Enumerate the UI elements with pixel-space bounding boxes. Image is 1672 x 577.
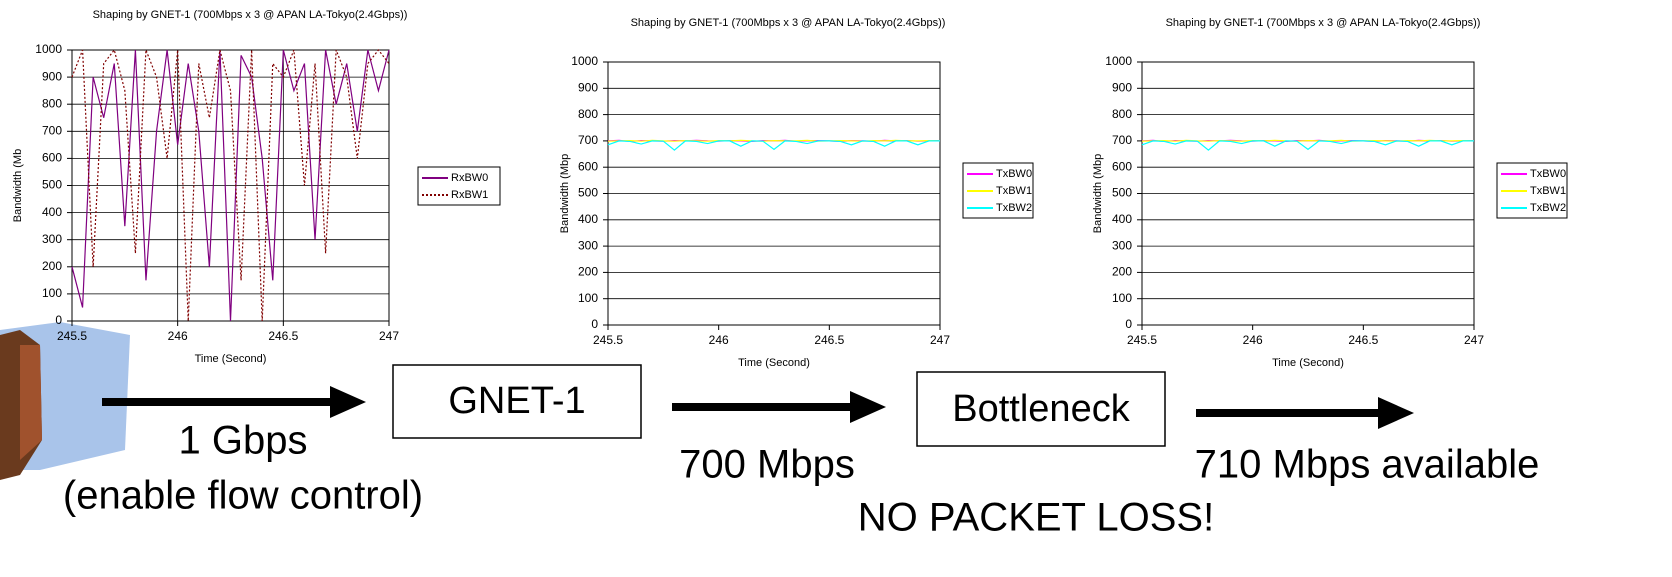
y-tick-label: 900 [1112, 80, 1132, 94]
x-tick-label: 246.5 [1348, 333, 1378, 347]
y-axis-label: Bandwidth (Mb [12, 149, 24, 222]
y-axis-label: Bandwidth (Mbp [1092, 154, 1104, 234]
node-label: Bottleneck [952, 388, 1130, 430]
y-tick-label: 100 [578, 291, 598, 305]
y-tick-label: 300 [42, 232, 62, 246]
arrow-head [330, 386, 366, 418]
x-tick-label: 246.5 [814, 333, 844, 347]
legend-label: TxBW2 [996, 202, 1032, 214]
y-tick-label: 400 [578, 212, 598, 226]
y-tick-label: 700 [42, 123, 62, 137]
y-tick-label: 600 [42, 151, 62, 165]
link-note: 1 Gbps [179, 419, 308, 463]
y-tick-label: 900 [578, 80, 598, 94]
chart: Shaping by GNET-1 (700Mbps x 3 @ APAN LA… [559, 17, 1033, 369]
y-tick-label: 800 [1112, 107, 1132, 121]
y-tick-label: 800 [42, 96, 62, 110]
x-tick-label: 245.5 [593, 333, 623, 347]
arrow-head [850, 391, 886, 423]
y-tick-label: 100 [42, 286, 62, 300]
y-tick-label: 200 [1112, 265, 1132, 279]
y-tick-label: 500 [42, 178, 62, 192]
x-tick-label: 247 [1464, 333, 1484, 347]
y-tick-label: 400 [1112, 212, 1132, 226]
x-tick-label: 245.5 [1127, 333, 1157, 347]
x-tick-label: 246 [168, 329, 188, 343]
y-tick-label: 0 [55, 313, 62, 327]
legend-label: RxBW0 [451, 172, 488, 184]
node-label: GNET-1 [448, 380, 585, 422]
y-tick-label: 700 [578, 133, 598, 147]
chart: Shaping by GNET-1 (700Mbps x 3 @ APAN LA… [12, 9, 500, 365]
slide: GNET-1 Bottleneck 1 Gbps (enable flow co… [0, 0, 1672, 577]
arrow-head [1378, 397, 1414, 429]
y-tick-label: 300 [1112, 238, 1132, 252]
chart-title: Shaping by GNET-1 (700Mbps x 3 @ APAN LA… [631, 17, 946, 29]
x-axis-label: Time (Second) [738, 357, 810, 369]
y-tick-label: 400 [42, 205, 62, 219]
y-axis-label: Bandwidth (Mbp [559, 154, 571, 234]
x-axis-label: Time (Second) [1272, 357, 1344, 369]
legend-label: TxBW1 [996, 185, 1032, 197]
y-tick-label: 1000 [1105, 54, 1132, 68]
y-tick-label: 1000 [571, 54, 598, 68]
y-tick-label: 200 [42, 259, 62, 273]
legend-label: RxBW1 [451, 189, 488, 201]
chart: Shaping by GNET-1 (700Mbps x 3 @ APAN LA… [1092, 17, 1567, 369]
x-tick-label: 246.5 [268, 329, 298, 343]
y-tick-label: 300 [578, 238, 598, 252]
y-tick-label: 200 [578, 265, 598, 279]
legend-label: TxBW0 [1530, 168, 1566, 180]
y-tick-label: 500 [578, 186, 598, 200]
x-tick-label: 246 [1243, 333, 1263, 347]
y-tick-label: 900 [42, 69, 62, 83]
headline-note: NO PACKET LOSS! [858, 496, 1214, 540]
y-tick-label: 800 [578, 107, 598, 121]
link-note: 710 Mbps available [1195, 443, 1540, 487]
link-note: 700 Mbps [679, 443, 855, 487]
chart-title: Shaping by GNET-1 (700Mbps x 3 @ APAN LA… [93, 9, 408, 21]
x-tick-label: 247 [379, 329, 399, 343]
link-note: (enable flow control) [63, 474, 423, 518]
y-tick-label: 1000 [35, 42, 62, 56]
y-tick-label: 500 [1112, 186, 1132, 200]
x-tick-label: 246 [709, 333, 729, 347]
y-tick-label: 700 [1112, 133, 1132, 147]
x-tick-label: 245.5 [57, 329, 87, 343]
y-tick-label: 0 [1125, 317, 1132, 331]
y-tick-label: 600 [1112, 159, 1132, 173]
x-tick-label: 247 [930, 333, 950, 347]
legend-label: TxBW0 [996, 168, 1032, 180]
legend-label: TxBW2 [1530, 202, 1566, 214]
y-tick-label: 600 [578, 159, 598, 173]
y-tick-label: 100 [1112, 291, 1132, 305]
legend-label: TxBW1 [1530, 185, 1566, 197]
device-side [20, 345, 42, 460]
chart-title: Shaping by GNET-1 (700Mbps x 3 @ APAN LA… [1166, 17, 1481, 29]
y-tick-label: 0 [591, 317, 598, 331]
x-axis-label: Time (Second) [195, 353, 267, 365]
